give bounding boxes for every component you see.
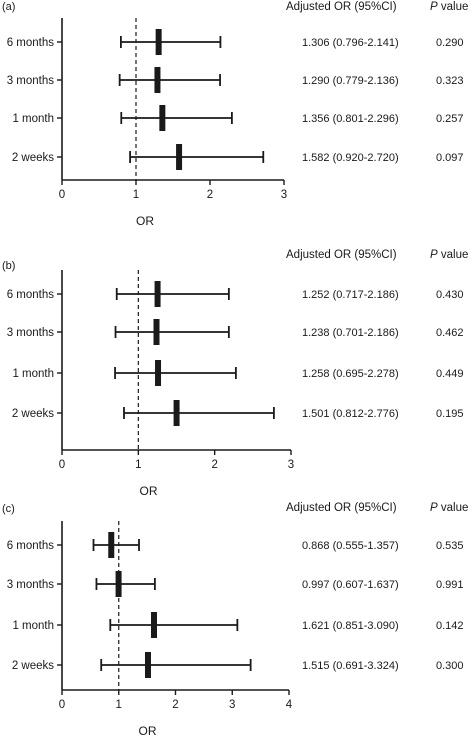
category-label: 2 weeks <box>12 660 54 672</box>
p-value-text: 0.290 <box>436 37 464 49</box>
ci-text: 1.306 (0.796-2.141) <box>302 37 399 49</box>
forest-panel-a: (a) Adjusted OR (95%CI) P value 0 1 2 3 OR 6 mon… <box>2 1 468 228</box>
category-label: 3 months <box>7 579 55 591</box>
forest-panel-b: (b) Adjusted OR (95%CI) P value 0 1 2 3 OR 6 mon… <box>2 249 468 498</box>
forest-panel-c: (c) Adjusted OR (95%CI) P value 0 1 2 3 4 OR 6 mo… <box>2 502 468 736</box>
ci-text: 0.868 (0.555-1.357) <box>302 540 399 552</box>
ci-text: 1.238 (0.701-2.186) <box>302 327 399 339</box>
x-axis-title: OR <box>139 724 157 736</box>
or-point-marker <box>154 67 161 93</box>
category-label: 2 weeks <box>12 152 54 164</box>
p-value-text: 0.257 <box>436 113 464 125</box>
x-tick-label: 2 <box>172 699 178 711</box>
x-tick-label: 3 <box>281 189 287 201</box>
or-point-marker <box>155 29 162 55</box>
header-p-italic: P <box>430 502 438 514</box>
panel-label: (c) <box>2 503 15 515</box>
category-label: 1 month <box>12 620 54 632</box>
x-tick-label: 2 <box>207 189 213 201</box>
x-axis-title: OR <box>140 484 158 498</box>
x-tick-label: 0 <box>59 459 65 471</box>
ci-text: 1.621 (0.851-3.090) <box>302 620 399 632</box>
or-point-marker <box>154 281 161 307</box>
category-label: 6 months <box>7 37 55 49</box>
or-point-marker <box>150 612 157 638</box>
or-point-marker <box>144 652 151 678</box>
p-value-text: 0.449 <box>436 368 464 380</box>
or-point-marker <box>115 571 122 597</box>
p-value-text: 0.430 <box>436 289 464 301</box>
category-label: 6 months <box>7 289 55 301</box>
category-label: 3 months <box>7 75 55 87</box>
x-tick-label: 1 <box>116 699 122 711</box>
p-value-text: 0.462 <box>436 327 464 339</box>
panel-label: (a) <box>2 1 15 13</box>
ci-text: 1.582 (0.920-2.720) <box>302 152 399 164</box>
p-value-text: 0.300 <box>436 660 464 672</box>
or-point-marker <box>159 105 166 131</box>
panel-label: (b) <box>2 260 15 272</box>
ci-text: 0.997 (0.607-1.637) <box>302 579 399 591</box>
category-label: 3 months <box>7 327 55 339</box>
ci-text: 1.290 (0.779-2.136) <box>302 75 399 87</box>
header-p-rest: value <box>438 249 469 261</box>
ci-text: 1.356 (0.801-2.296) <box>302 113 399 125</box>
x-tick-label: 3 <box>229 699 235 711</box>
p-value-text: 0.991 <box>436 579 464 591</box>
x-tick-label: 1 <box>135 459 141 471</box>
p-value-text: 0.535 <box>436 540 464 552</box>
category-label: 1 month <box>12 113 54 125</box>
header-p-value: P value <box>430 249 468 261</box>
ci-text: 1.501 (0.812-2.776) <box>302 408 399 420</box>
or-point-marker <box>108 532 115 558</box>
p-value-text: 0.097 <box>436 152 464 164</box>
p-value-text: 0.142 <box>436 620 464 632</box>
header-p-rest: value <box>438 502 469 514</box>
category-label: 1 month <box>12 368 54 380</box>
ci-text: 1.258 (0.695-2.278) <box>302 368 399 380</box>
x-tick-label: 0 <box>59 699 65 711</box>
ci-text: 1.515 (0.691-3.324) <box>302 660 399 672</box>
x-tick-label: 3 <box>288 459 294 471</box>
header-p-value: P value <box>430 502 468 514</box>
x-tick-label: 2 <box>211 459 217 471</box>
p-value-text: 0.323 <box>436 75 464 87</box>
x-tick-label: 1 <box>133 189 139 201</box>
p-value-text: 0.195 <box>436 408 464 420</box>
header-p-value: P value <box>430 1 468 13</box>
x-tick-label: 0 <box>59 189 65 201</box>
header-adjusted-or: Adjusted OR (95%CI) <box>286 1 397 13</box>
header-p-italic: P <box>430 1 438 13</box>
header-p-italic: P <box>430 249 438 261</box>
or-point-marker <box>176 144 183 170</box>
x-tick-label: 4 <box>286 699 293 711</box>
category-label: 6 months <box>7 540 55 552</box>
category-label: 2 weeks <box>12 408 54 420</box>
or-point-marker <box>155 360 162 386</box>
header-adjusted-or: Adjusted OR (95%CI) <box>286 249 397 261</box>
or-point-marker <box>153 319 160 345</box>
or-point-marker <box>173 400 180 426</box>
header-p-rest: value <box>438 1 469 13</box>
header-adjusted-or: Adjusted OR (95%CI) <box>286 502 397 514</box>
ci-text: 1.252 (0.717-2.186) <box>302 289 399 301</box>
x-axis-title: OR <box>136 214 154 228</box>
